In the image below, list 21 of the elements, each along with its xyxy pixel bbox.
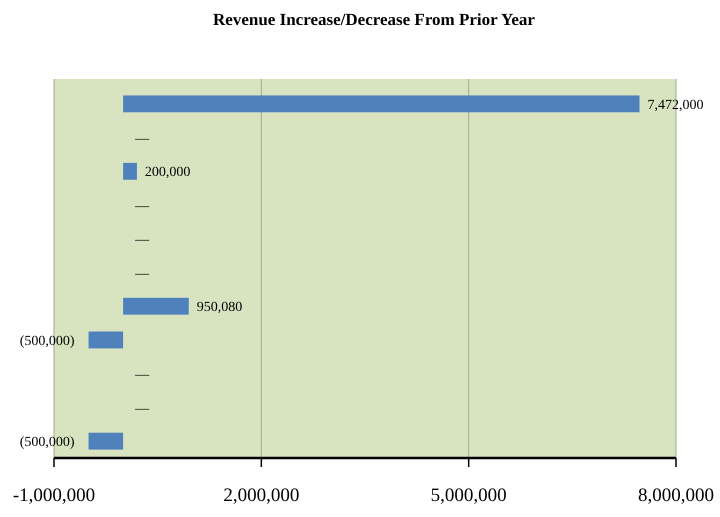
data-label: — [134, 198, 150, 214]
chart-title: Revenue Increase/Decrease From Prior Year [213, 10, 536, 29]
data-label: — [134, 401, 150, 416]
data-label: 200,000 [144, 165, 190, 180]
x-tick-label: 8,000,000 [638, 485, 714, 506]
data-label: — [134, 266, 150, 282]
bar [123, 298, 189, 315]
x-tick-label: 2,000,000 [223, 485, 300, 506]
data-label: 7,472,000 [648, 98, 704, 113]
x-tick-label: 5,000,000 [430, 485, 507, 506]
data-label: — [134, 232, 150, 248]
bar [123, 95, 640, 112]
data-label: — [134, 368, 150, 383]
bar [123, 162, 137, 180]
data-label: — [134, 131, 150, 146]
data-label: 950,080 [196, 300, 242, 316]
data-label: (500,000) [20, 435, 75, 450]
x-tick-label: -1,000,000 [12, 485, 96, 506]
data-label: (500,000) [20, 334, 75, 349]
bar [88, 432, 124, 450]
bar [88, 332, 124, 348]
